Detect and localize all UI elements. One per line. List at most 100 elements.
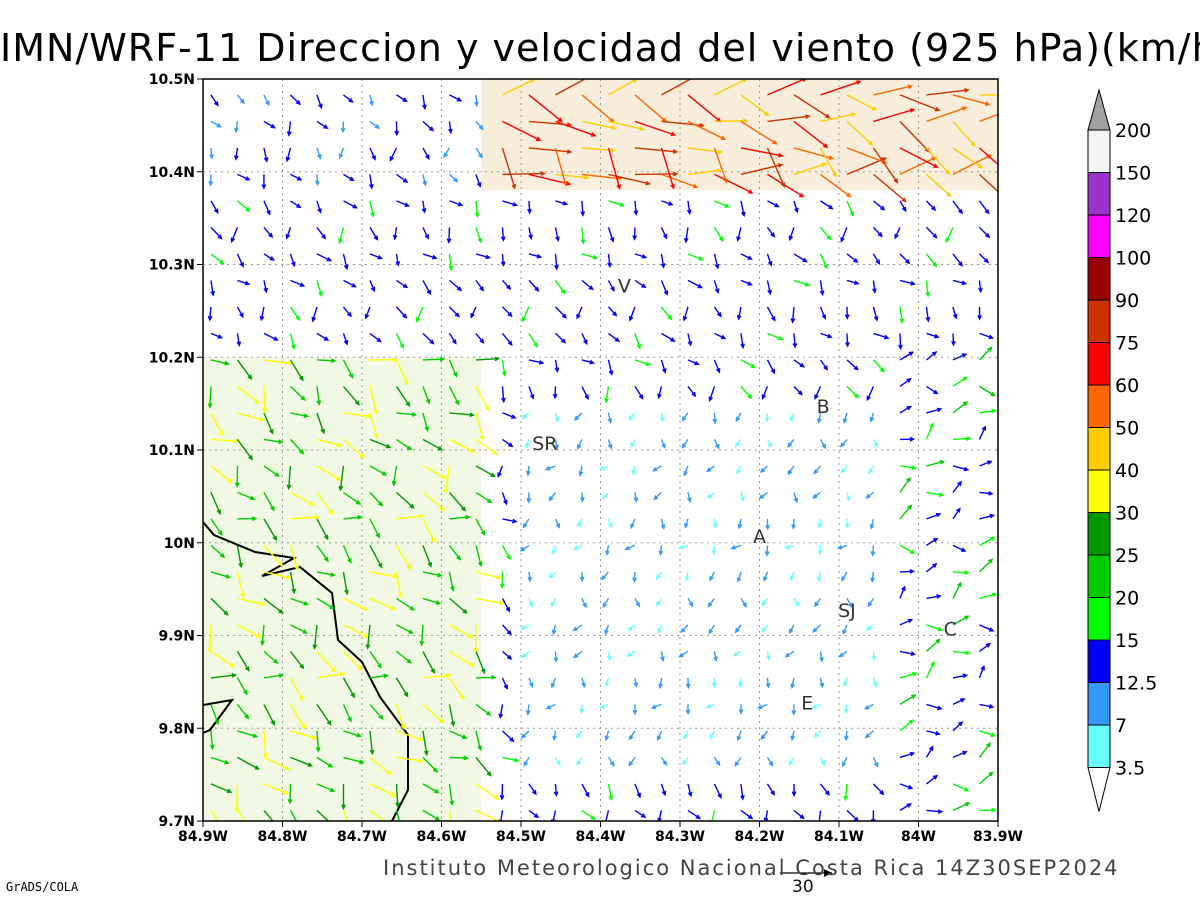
wind-arrow: [475, 253, 492, 260]
wind-arrow: [687, 253, 705, 261]
wind-arrow: [873, 84, 914, 96]
wind-arrow: [550, 677, 557, 689]
wind-arrow: [952, 570, 970, 575]
wind-arrow: [766, 226, 776, 238]
wind-arrow: [316, 386, 322, 406]
colorbar-segment: [1087, 469, 1111, 513]
wind-arrow: [316, 226, 327, 240]
wind-arrow: [979, 385, 996, 397]
wind-arrow: [576, 757, 583, 766]
wind-arrow: [926, 385, 939, 395]
chart-title: IMN/WRF-11 Direccion y velocidad del vie…: [0, 26, 1200, 70]
wind-arrow: [634, 147, 679, 154]
wind-arrow: [290, 200, 302, 209]
wind-arrow: [521, 650, 530, 659]
wind-arrow: [528, 598, 533, 608]
wind-arrow: [713, 253, 720, 270]
colorbar-segment: [1087, 172, 1111, 216]
wind-arrow: [766, 651, 771, 662]
wind-arrow: [237, 279, 251, 286]
wind-arrow: [369, 200, 375, 218]
wind-arrow: [210, 332, 224, 339]
wind-arrow: [979, 408, 997, 414]
wind-arrow: [316, 783, 336, 793]
lon-tick-label: 84.4W: [576, 829, 626, 845]
wind-arrow: [979, 536, 996, 547]
wind-arrow: [687, 598, 694, 608]
wind-arrow: [422, 280, 432, 296]
wind-arrow: [501, 147, 517, 190]
wind-arrow: [342, 545, 352, 564]
wind-arrow: [979, 460, 993, 467]
wind-arrow: [793, 120, 829, 149]
wind-arrow: [872, 439, 879, 448]
wind-arrow: [872, 253, 881, 265]
wind-arrow: [554, 147, 568, 187]
wind-arrow: [899, 544, 916, 554]
wind-arrow: [422, 94, 427, 111]
wind-arrow: [687, 385, 697, 398]
wind-arrow: [475, 227, 483, 244]
wind-arrow: [263, 730, 268, 759]
wind-arrow: [316, 438, 343, 448]
wind-arrow: [521, 306, 530, 323]
wind-arrow: [289, 359, 304, 382]
wind-arrow: [683, 227, 689, 244]
wind-arrow: [793, 359, 805, 368]
wind-arrow: [607, 359, 614, 376]
wind-arrow: [263, 412, 274, 435]
wind-arrow: [661, 332, 676, 342]
wind-arrow: [369, 545, 383, 569]
wind-arrow: [314, 174, 320, 187]
wind-arrow: [660, 757, 668, 766]
wind-arrow: [846, 385, 860, 399]
wind-arrow: [581, 386, 589, 401]
wind-arrow: [207, 306, 213, 322]
wind-arrow: [475, 571, 502, 580]
colorbar-label: 100: [1115, 248, 1151, 270]
wind-arrow: [872, 226, 883, 238]
lat-tick-label: 9.8N: [158, 721, 195, 737]
wind-arrow: [448, 597, 468, 614]
wind-arrow: [338, 147, 345, 160]
wind-arrow: [925, 200, 937, 211]
wind-arrow: [607, 253, 612, 269]
wind-arrow: [528, 677, 534, 689]
wind-arrow: [873, 108, 916, 123]
wind-arrow: [788, 227, 795, 242]
wind-arrow: [684, 518, 689, 529]
wind-arrow: [422, 147, 430, 161]
wind-arrow: [634, 598, 641, 608]
wind-arrow: [978, 425, 987, 440]
wind-arrow: [316, 465, 342, 481]
wind-arrow: [838, 650, 848, 658]
wind-arrow: [952, 465, 970, 472]
wind-arrow: [730, 544, 742, 550]
wind-arrow: [764, 412, 770, 423]
wind-arrow: [501, 492, 508, 506]
wind-arrow: [502, 120, 542, 141]
wind-arrow: [766, 147, 786, 188]
wind-arrow: [714, 173, 754, 194]
wind-arrow: [714, 200, 731, 208]
gridlines: [203, 79, 998, 821]
wind-arrow: [740, 333, 745, 350]
wind-arrow: [316, 571, 336, 577]
reference-vector: [780, 869, 832, 877]
wind-arrow: [501, 386, 506, 404]
wind-arrow: [448, 333, 457, 345]
wind-arrow: [873, 173, 907, 203]
wind-arrow: [263, 94, 270, 107]
wind-arrow: [607, 757, 615, 767]
wind-arrow: [767, 173, 805, 198]
wind-arrow: [979, 94, 998, 96]
wind-arrow: [660, 359, 667, 374]
colorbar-cap-top: [1087, 88, 1111, 131]
wind-arrow: [899, 783, 914, 790]
lon-tick-label: 84.2W: [735, 829, 785, 845]
wind-arrow: [422, 518, 436, 544]
wind-arrow: [714, 332, 727, 340]
wind-arrow: [735, 412, 742, 423]
wind-arrow: [820, 332, 833, 339]
wind-arrow: [422, 332, 435, 345]
